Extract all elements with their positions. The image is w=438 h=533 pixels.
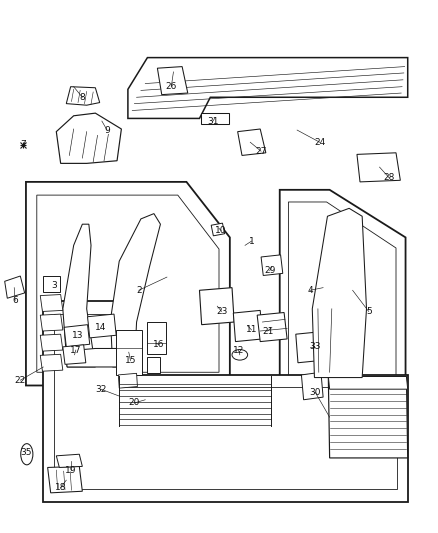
Text: 6: 6	[12, 296, 18, 305]
Polygon shape	[26, 182, 230, 385]
Bar	[43, 276, 60, 292]
Bar	[147, 322, 166, 354]
Polygon shape	[63, 345, 86, 365]
Polygon shape	[233, 310, 262, 342]
Text: 20: 20	[129, 399, 140, 407]
Text: 35: 35	[21, 448, 32, 457]
Polygon shape	[48, 466, 82, 493]
Polygon shape	[280, 190, 406, 388]
Polygon shape	[66, 87, 100, 105]
Text: 29: 29	[264, 266, 276, 275]
Ellipse shape	[374, 162, 378, 166]
Text: 12: 12	[233, 345, 244, 354]
Polygon shape	[40, 354, 63, 371]
Text: 26: 26	[166, 82, 177, 91]
Bar	[147, 358, 159, 373]
Text: 32: 32	[95, 385, 107, 394]
Ellipse shape	[338, 259, 351, 285]
Text: 18: 18	[55, 483, 67, 492]
Text: 23: 23	[216, 307, 227, 316]
Ellipse shape	[241, 318, 254, 335]
Polygon shape	[88, 314, 116, 338]
Polygon shape	[63, 224, 95, 367]
Ellipse shape	[374, 173, 378, 177]
Text: 17: 17	[70, 345, 81, 354]
Polygon shape	[257, 312, 287, 342]
Text: 21: 21	[262, 327, 273, 335]
Polygon shape	[128, 58, 408, 118]
Polygon shape	[328, 376, 408, 458]
Ellipse shape	[384, 173, 387, 177]
Text: 1: 1	[249, 237, 254, 246]
Text: 3: 3	[51, 280, 57, 289]
Text: 8: 8	[79, 93, 85, 102]
Polygon shape	[328, 376, 408, 389]
Polygon shape	[118, 373, 138, 388]
Polygon shape	[40, 334, 63, 351]
Bar	[201, 113, 229, 124]
Polygon shape	[238, 129, 266, 156]
Ellipse shape	[21, 443, 33, 465]
Polygon shape	[5, 276, 25, 298]
Polygon shape	[261, 255, 283, 276]
Text: 5: 5	[366, 307, 371, 316]
Ellipse shape	[232, 350, 247, 360]
Polygon shape	[296, 332, 325, 363]
Text: 24: 24	[314, 138, 325, 147]
Polygon shape	[357, 153, 400, 182]
Text: 9: 9	[104, 126, 110, 134]
Text: 10: 10	[215, 226, 227, 235]
Polygon shape	[37, 195, 219, 372]
Text: 31: 31	[207, 117, 219, 126]
Bar	[116, 330, 142, 375]
Text: 11: 11	[246, 326, 257, 335]
Polygon shape	[54, 314, 397, 489]
Text: 7: 7	[20, 140, 26, 149]
Text: 15: 15	[125, 356, 136, 365]
Polygon shape	[312, 208, 367, 377]
Polygon shape	[199, 288, 234, 325]
Text: 33: 33	[310, 342, 321, 351]
Polygon shape	[57, 454, 82, 467]
Text: 30: 30	[310, 388, 321, 397]
Polygon shape	[40, 295, 63, 311]
Polygon shape	[157, 67, 188, 95]
Polygon shape	[211, 223, 225, 236]
Text: 19: 19	[65, 466, 76, 474]
Text: 13: 13	[72, 331, 84, 340]
Polygon shape	[110, 214, 160, 367]
Polygon shape	[57, 113, 121, 164]
Text: 2: 2	[136, 286, 141, 295]
Ellipse shape	[97, 328, 105, 334]
Text: 22: 22	[15, 376, 26, 385]
Text: 14: 14	[95, 323, 107, 332]
Polygon shape	[301, 372, 323, 400]
Ellipse shape	[365, 162, 368, 166]
Polygon shape	[40, 314, 63, 331]
Text: 4: 4	[307, 286, 313, 295]
Polygon shape	[288, 202, 396, 376]
Text: 28: 28	[383, 173, 395, 182]
Ellipse shape	[365, 173, 368, 177]
Polygon shape	[65, 349, 137, 367]
Ellipse shape	[97, 319, 105, 325]
Ellipse shape	[384, 162, 387, 166]
Text: 16: 16	[153, 340, 165, 349]
Polygon shape	[64, 325, 90, 347]
Polygon shape	[43, 301, 408, 502]
Ellipse shape	[208, 296, 226, 317]
Text: 27: 27	[255, 147, 267, 156]
